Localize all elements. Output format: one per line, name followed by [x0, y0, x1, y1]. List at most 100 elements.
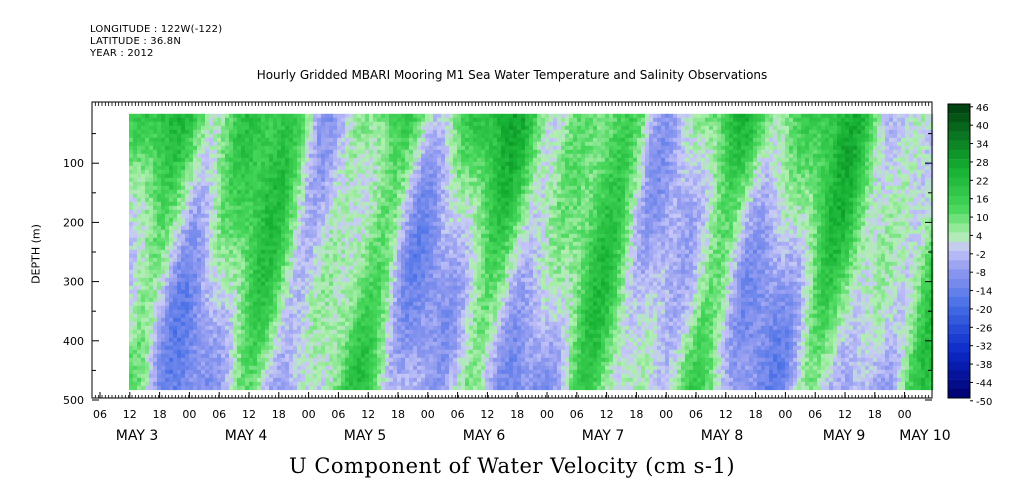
heatmap-cell: [157, 189, 162, 195]
heatmap-cell: [301, 233, 306, 239]
heatmap-cell: [165, 289, 170, 295]
heatmap-cell: [269, 361, 274, 367]
heatmap-cell: [181, 345, 186, 351]
heatmap-cell: [253, 125, 258, 131]
heatmap-cell: [329, 293, 334, 299]
heatmap-cell: [217, 145, 222, 151]
heatmap-cell: [301, 153, 306, 159]
latitude-label: LATITUDE : 36.8N: [90, 36, 182, 47]
heatmap-cell: [305, 173, 310, 179]
heatmap-cell: [161, 197, 166, 203]
heatmap-cell: [285, 137, 290, 143]
heatmap-cell: [213, 253, 218, 259]
heatmap-cell: [313, 121, 318, 127]
heatmap-cell: [269, 237, 274, 243]
heatmap-cell: [325, 149, 330, 155]
heatmap-cell: [405, 333, 410, 339]
heatmap-cell: [237, 377, 242, 383]
heatmap-cell: [305, 221, 310, 227]
heatmap-cell: [129, 369, 134, 375]
heatmap-cell: [337, 129, 342, 135]
heatmap-cell: [261, 125, 266, 131]
heatmap-cell: [257, 369, 262, 375]
heatmap-cell: [373, 225, 378, 231]
heatmap-cell: [153, 117, 158, 123]
heatmap-cell: [289, 313, 294, 319]
heatmap-cell: [149, 385, 154, 391]
heatmap-cell: [269, 157, 274, 163]
heatmap-cell: [221, 185, 226, 191]
heatmap-cell: [401, 141, 406, 147]
heatmap-cell: [229, 269, 234, 275]
heatmap-cell: [353, 293, 358, 299]
heatmap-cell: [177, 313, 182, 319]
heatmap-cell: [357, 241, 362, 247]
heatmap-cell: [257, 305, 262, 311]
heatmap-cell: [137, 165, 142, 171]
heatmap-cell: [305, 353, 310, 359]
heatmap-cell: [361, 137, 366, 143]
heatmap-cell: [181, 121, 186, 127]
heatmap-cell: [301, 121, 306, 127]
heatmap-cell: [377, 141, 382, 147]
heatmap-cell: [189, 205, 194, 211]
heatmap-cell: [341, 297, 346, 303]
heatmap-cell: [413, 293, 418, 299]
heatmap-cell: [133, 377, 138, 383]
heatmap-cell: [173, 337, 178, 343]
heatmap-cell: [309, 325, 314, 331]
heatmap-cell: [401, 309, 406, 315]
heatmap-cell: [193, 125, 198, 131]
heatmap-cell: [357, 165, 362, 171]
heatmap-cell: [237, 249, 242, 255]
heatmap-cell: [365, 157, 370, 163]
heatmap-cell: [141, 201, 146, 207]
heatmap-cell: [221, 157, 226, 163]
heatmap-cell: [237, 229, 242, 235]
heatmap-cell: [205, 365, 210, 371]
heatmap-cell: [249, 181, 254, 187]
heatmap-cell: [229, 229, 234, 235]
heatmap-cell: [369, 181, 374, 187]
heatmap-cell: [153, 385, 158, 391]
heatmap-cell: [385, 245, 390, 251]
heatmap-cell: [181, 241, 186, 247]
heatmap-cell: [141, 373, 146, 379]
heatmap-cell: [269, 321, 274, 327]
heatmap-cell: [165, 221, 170, 227]
heatmap-cell: [353, 245, 358, 251]
x-axis-title: U Component of Water Velocity (cm s-1): [288, 454, 736, 478]
heatmap-cell: [353, 309, 358, 315]
heatmap-cell: [373, 185, 378, 191]
heatmap-cell: [197, 117, 202, 123]
heatmap-cell: [197, 357, 202, 363]
heatmap-cell: [209, 257, 214, 263]
heatmap-cell: [233, 209, 238, 215]
heatmap-cell: [313, 297, 318, 303]
heatmap-cell: [377, 337, 382, 343]
heatmap-cell: [409, 161, 414, 167]
heatmap-cell: [233, 125, 238, 131]
heatmap-cell: [309, 297, 314, 303]
heatmap-cell: [245, 161, 250, 167]
heatmap-cell: [369, 285, 374, 291]
heatmap-cell: [269, 301, 274, 307]
heatmap-cell: [405, 285, 410, 291]
heatmap-cell: [269, 253, 274, 259]
heatmap-cell: [173, 221, 178, 227]
heatmap-cell: [337, 273, 342, 279]
heatmap-cell: [269, 341, 274, 347]
heatmap-cell: [161, 297, 166, 303]
heatmap-cell: [193, 341, 198, 347]
heatmap-cell: [197, 193, 202, 199]
heatmap-cell: [409, 293, 414, 299]
heatmap-cell: [325, 341, 330, 347]
heatmap-cell: [369, 137, 374, 143]
heatmap-cell: [233, 117, 238, 123]
heatmap-cell: [365, 277, 370, 283]
heatmap-cell: [265, 365, 270, 371]
heatmap-cell: [345, 225, 350, 231]
heatmap-cell: [221, 165, 226, 171]
heatmap-cell: [365, 121, 370, 127]
heatmap-cell: [393, 181, 398, 187]
